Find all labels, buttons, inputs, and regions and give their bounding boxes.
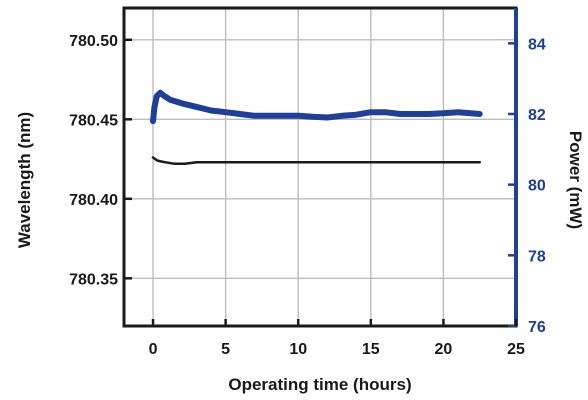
x-axis-ticks: 0 5 10 15 20 25 <box>149 319 525 358</box>
left-tick-label: 780.35 <box>69 271 118 288</box>
grid-lines <box>124 8 516 326</box>
x-axis-label: Operating time (hours) <box>228 375 411 394</box>
power-series-line <box>150 89 483 125</box>
x-tick-label: 10 <box>289 341 307 358</box>
right-axis-ticks: 76 78 80 82 84 <box>508 36 546 336</box>
left-tick-label: 780.40 <box>69 192 118 209</box>
left-tick-label: 780.50 <box>69 33 118 50</box>
x-tick-label: 0 <box>149 341 158 358</box>
right-axis-label: Power (mW) <box>566 131 585 229</box>
wavelength-series-line <box>151 156 481 166</box>
right-tick-label: 78 <box>528 248 546 265</box>
right-tick-label: 76 <box>528 319 546 336</box>
right-tick-label: 84 <box>528 36 546 53</box>
x-tick-label: 5 <box>221 341 230 358</box>
left-axis-label: Wavelength (nm) <box>15 112 34 248</box>
left-tick-label: 780.45 <box>69 112 118 129</box>
x-tick-label: 25 <box>507 341 525 358</box>
x-tick-label: 20 <box>435 341 453 358</box>
series-lines <box>150 89 483 166</box>
right-tick-label: 80 <box>528 178 546 195</box>
left-axis-ticks: 780.35 780.40 780.45 780.50 <box>69 33 132 288</box>
x-tick-label: 15 <box>362 341 380 358</box>
right-tick-label: 82 <box>528 107 546 124</box>
